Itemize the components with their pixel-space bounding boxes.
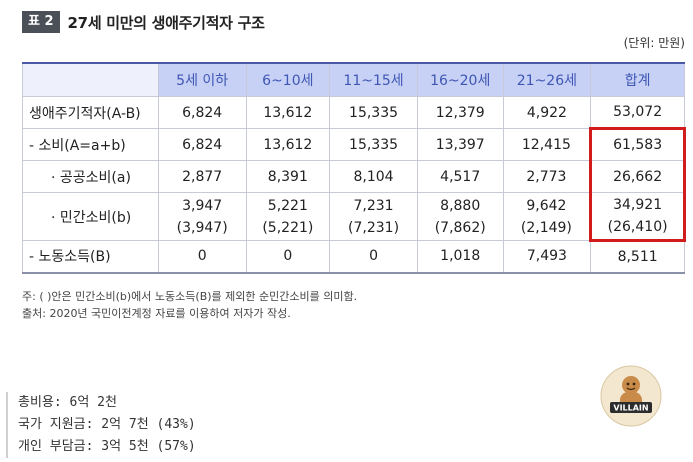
- column-header: 16~20세: [416, 62, 504, 97]
- table-cell: 4,517: [416, 160, 504, 193]
- cell-subvalue: (2,149): [520, 219, 572, 236]
- cell-value: 9,642: [526, 197, 567, 214]
- header-corner-cell: [22, 62, 159, 97]
- cell-value: 34,921: [613, 197, 663, 213]
- row-label: 생애주기적자(A-B): [22, 96, 159, 129]
- table-title: 27세 미만의 생애주기적자 구조: [67, 13, 265, 32]
- table-cell: 5,221 (5,221): [245, 192, 331, 241]
- cell-subvalue: (7,862): [434, 219, 486, 236]
- table-cell: 15,335: [329, 128, 418, 161]
- table-title-row: 표 2 27세 미만의 생애주기적자 구조: [22, 10, 265, 34]
- table-cell: 13,397: [416, 128, 504, 161]
- row-label: · 민간소비(b): [22, 192, 159, 241]
- table-cell: 15,335: [329, 96, 418, 129]
- table-cell: 6,824: [157, 128, 247, 161]
- cell-value: 7,231: [353, 197, 394, 214]
- table-cell: 9,642 (2,149): [502, 192, 592, 241]
- note-line: 출처: 2020년 국민이전계정 자료를 이용하여 저자가 작성.: [22, 307, 291, 320]
- column-header: 합계: [590, 62, 685, 97]
- table-cell: 53,072: [590, 96, 685, 129]
- table-cell: 0: [245, 240, 331, 274]
- highlighted-total-cell: 26,662: [589, 160, 686, 193]
- unit-label: (단위: 만원): [623, 36, 685, 50]
- table-cell: 13,612: [245, 128, 331, 161]
- table-cell: 7,231 (7,231): [329, 192, 418, 241]
- table-header-row: 5세 이하 6~10세 11~15세 16~20세 21~26세 합계: [22, 62, 685, 97]
- row-label: - 소비(A=a+b): [22, 128, 159, 161]
- table-row: · 민간소비(b) 3,947 (3,947) 5,221 (5,221) 7,23…: [22, 192, 686, 242]
- table-row: · 공공소비(a) 2,877 8,391 8,104 4,517 2,773 …: [22, 160, 686, 193]
- cell-value: 3,947: [182, 197, 223, 214]
- villain-badge-icon: VILLAIN: [600, 365, 662, 427]
- table-cell: 8,511: [590, 240, 685, 274]
- table-cell: 12,415: [502, 128, 592, 161]
- column-header: 6~10세: [245, 62, 331, 97]
- table-cell: 3,947 (3,947): [157, 192, 247, 241]
- table-tag: 표 2: [22, 11, 60, 33]
- table-cell: 4,922: [502, 96, 592, 129]
- table-notes: 주: ( )안은 민간소비(b)에서 노동소득(B)를 제외한 순민간소비를 의…: [22, 288, 357, 322]
- table-cell: 8,391: [245, 160, 331, 193]
- cell-value: 5,221: [267, 197, 308, 214]
- table-cell: 7,493: [502, 240, 592, 274]
- summary-line: 개인 부담금: 3억 5천 (57%): [18, 439, 196, 454]
- summary-line: 총비용: 6억 2천: [18, 395, 117, 410]
- column-header: 11~15세: [329, 62, 418, 97]
- cost-summary: 총비용: 6억 2천 국가 지원금: 2억 7천 (43%) 개인 부담금: 3…: [6, 392, 196, 458]
- table-cell: 8,104: [329, 160, 418, 193]
- table-cell: 12,379: [416, 96, 504, 129]
- row-label: - 노동소득(B): [22, 240, 159, 274]
- logo-text: VILLAIN: [613, 404, 648, 413]
- table-cell: 13,612: [245, 96, 331, 129]
- highlighted-total-cell: 34,921 (26,410): [589, 192, 686, 242]
- table-cell: 6,824: [157, 96, 247, 129]
- lifecycle-deficit-table: 5세 이하 6~10세 11~15세 16~20세 21~26세 합계 생애주기…: [22, 62, 686, 274]
- column-header: 5세 이하: [157, 62, 247, 97]
- table-cell: 8,880 (7,862): [416, 192, 504, 241]
- cell-subvalue: (3,947): [176, 219, 228, 236]
- summary-line: 국가 지원금: 2억 7천 (43%): [18, 417, 196, 432]
- cell-subvalue: (5,221): [262, 219, 314, 236]
- column-header: 21~26세: [502, 62, 592, 97]
- table-row: 생애주기적자(A-B) 6,824 13,612 15,335 12,379 4…: [22, 96, 685, 129]
- row-label: · 공공소비(a): [22, 160, 159, 193]
- highlighted-total-cell: 61,583: [589, 127, 686, 161]
- cell-subvalue: (7,231): [348, 219, 400, 236]
- table-cell: 2,773: [502, 160, 592, 193]
- table-cell: 2,877: [157, 160, 247, 193]
- villain-logo: VILLAIN: [600, 365, 662, 427]
- table-cell: 0: [329, 240, 418, 274]
- cell-subvalue: (26,410): [607, 219, 668, 235]
- table-row: - 노동소득(B) 0 0 0 1,018 7,493 8,511: [22, 240, 685, 274]
- cell-value: 8,880: [440, 197, 481, 214]
- note-line: 주: ( )안은 민간소비(b)에서 노동소득(B)를 제외한 순민간소비를 의…: [22, 290, 358, 303]
- table-cell: 0: [157, 240, 247, 274]
- table-row: - 소비(A=a+b) 6,824 13,612 15,335 13,397 1…: [22, 127, 686, 161]
- table-cell: 1,018: [416, 240, 504, 274]
